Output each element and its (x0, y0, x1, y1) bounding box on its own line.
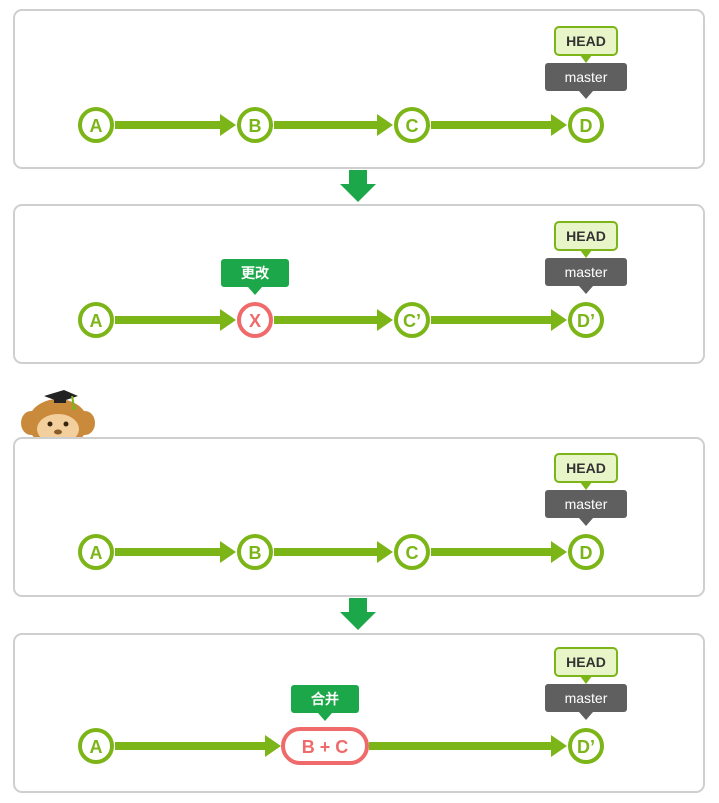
master-label: master (565, 69, 608, 85)
head-label: HEAD (566, 654, 606, 670)
arrowhead-icon (220, 114, 236, 136)
commit-label: A (90, 311, 103, 331)
commit-edge (431, 309, 567, 331)
panel-frame (13, 437, 705, 597)
arrowhead-icon (377, 114, 393, 136)
commit-edge (274, 309, 393, 331)
branch-pointer: HEAD master (545, 647, 627, 720)
commit-node-bc: B + C (281, 727, 369, 765)
change-note-label: 合并 (311, 691, 339, 707)
commit-node-c: C’ (394, 302, 430, 338)
commit-edge (274, 114, 393, 136)
head-label: HEAD (566, 460, 606, 476)
commit-node-c: C (394, 107, 430, 143)
commit-label: C’ (403, 311, 421, 331)
master-label: master (565, 264, 608, 280)
commit-label: D (580, 116, 593, 136)
arrowhead-icon (551, 114, 567, 136)
branch-pointer: HEAD master (545, 221, 627, 294)
commit-edge (115, 541, 236, 563)
commit-edge (431, 541, 567, 563)
arrowhead-icon (377, 309, 393, 331)
down-arrow-icon (340, 170, 376, 202)
commit-edge (431, 114, 567, 136)
commit-node-b: B (237, 107, 273, 143)
arrowhead-icon (265, 735, 281, 757)
commit-node-a: A (78, 302, 114, 338)
master-branch-tag (545, 684, 627, 712)
commit-node-c: C (394, 534, 430, 570)
arrowhead-icon (220, 309, 236, 331)
panel-4: A B + C D’ HEAD master 合并 (13, 633, 705, 793)
commit-edge (115, 114, 236, 136)
panel-1: A B C D HEAD master (13, 9, 705, 169)
commit-label: A (90, 116, 103, 136)
commit-label: D (580, 543, 593, 563)
down-arrow-icon (340, 598, 376, 630)
panel-2: A X C’ D’ HEAD master 更改 (13, 204, 705, 364)
arrowhead-icon (377, 541, 393, 563)
change-note: 合并 (291, 685, 359, 721)
arrowhead-icon (551, 735, 567, 757)
commit-node-a: A (78, 728, 114, 764)
master-branch-tag (545, 490, 627, 518)
head-label: HEAD (566, 228, 606, 244)
commit-label: D’ (577, 311, 595, 331)
commit-label: A (90, 543, 103, 563)
master-label: master (565, 496, 608, 512)
branch-pointer: HEAD master (545, 26, 627, 99)
panel-3: A B C D HEAD master (13, 437, 705, 597)
commit-label: D’ (577, 737, 595, 757)
commit-label: B (249, 116, 262, 136)
master-label: master (565, 690, 608, 706)
commit-label: B (249, 543, 262, 563)
commit-label: B + C (302, 737, 349, 757)
change-note-label: 更改 (241, 265, 270, 281)
commit-node-a: A (78, 534, 114, 570)
panel-frame (13, 633, 705, 793)
branch-pointer: HEAD master (545, 453, 627, 526)
head-label: HEAD (566, 33, 606, 49)
commit-edge (115, 309, 236, 331)
commit-node-a: A (78, 107, 114, 143)
commit-edge (274, 541, 393, 563)
commit-edge (369, 735, 567, 757)
arrowhead-icon (551, 309, 567, 331)
arrowhead-icon (551, 541, 567, 563)
commit-node-d: D’ (568, 728, 604, 764)
master-branch-tag (545, 258, 627, 286)
commit-label: A (90, 737, 103, 757)
commit-node-x: X (237, 302, 273, 338)
monkey-graduate-mascot-icon (21, 390, 95, 447)
commit-label: C (406, 116, 419, 136)
master-branch-tag (545, 63, 627, 91)
commit-label: C (406, 543, 419, 563)
commit-node-d: D (568, 534, 604, 570)
commit-edge (115, 735, 281, 757)
commit-node-b: B (237, 534, 273, 570)
commit-node-d: D (568, 107, 604, 143)
commit-label: X (249, 311, 261, 331)
arrowhead-icon (220, 541, 236, 563)
commit-node-d: D’ (568, 302, 604, 338)
change-note: 更改 (221, 259, 289, 295)
